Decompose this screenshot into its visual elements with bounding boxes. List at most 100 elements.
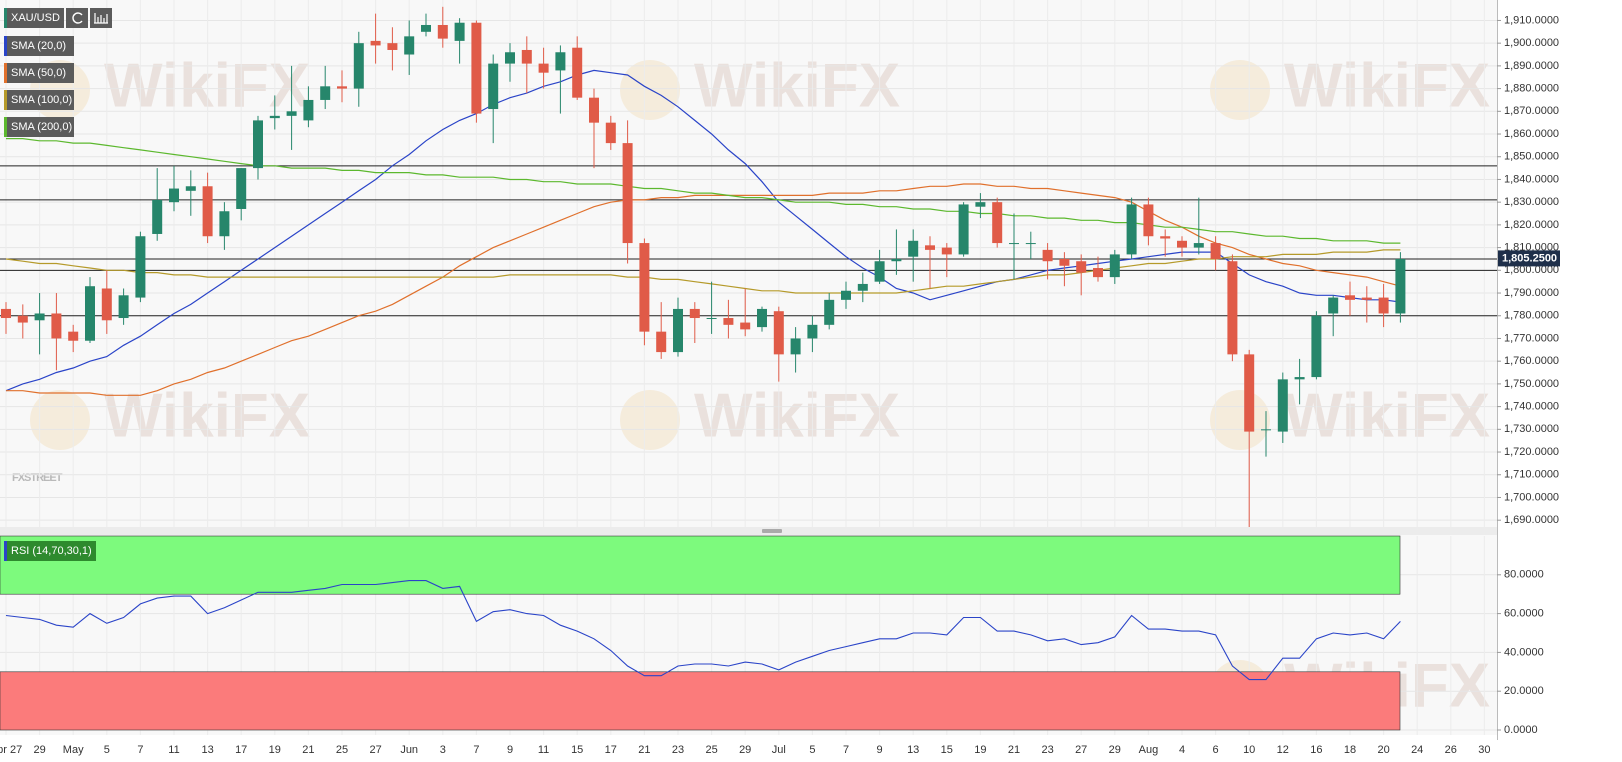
candle-body <box>320 86 331 100</box>
candle-body <box>303 99 314 121</box>
y-tick-label: 1,850.0000 <box>1504 151 1559 163</box>
watermark: WikiFX <box>1284 381 1490 450</box>
x-tick-label: 25 <box>336 744 348 756</box>
watermark: WikiFX <box>694 51 900 120</box>
candle-body <box>992 202 1003 244</box>
x-tick-label: 24 <box>1411 744 1423 756</box>
candle-body <box>1076 261 1087 273</box>
candle-body <box>1328 297 1339 314</box>
candle-body <box>958 204 969 255</box>
rsi-overbought-zone <box>0 535 1401 595</box>
candle-body <box>51 313 62 339</box>
legend-label: SMA (50,0) <box>11 67 66 79</box>
y-tick-label: 1,800.0000 <box>1504 264 1559 276</box>
y-tick-label: 1,780.0000 <box>1504 310 1559 322</box>
watermark: WikiFX <box>694 381 900 450</box>
ui: XAU/USD SMA (20,0) SMA (50,0) SMA (100,0) S… <box>4 8 112 561</box>
rsi-y-tick-label: 40.0000 <box>1504 646 1544 658</box>
last-price-tag <box>1498 250 1560 267</box>
candle-body <box>101 288 112 321</box>
rsi-y-tick-label: 0.0000 <box>1504 724 1538 736</box>
x-tick-label: 27 <box>369 744 381 756</box>
candle-body <box>841 290 851 300</box>
sma-line <box>5 249 1401 294</box>
x-tick-label: Jul <box>772 744 786 756</box>
x-tick-label: 9 <box>877 744 883 756</box>
watermark-logo <box>1210 390 1270 450</box>
candle-body <box>589 97 599 123</box>
y-tick-label: 1,870.0000 <box>1504 105 1559 117</box>
x-tick-label: 29 <box>739 744 751 756</box>
candle-body <box>286 111 297 116</box>
y-tick-label: 1,830.0000 <box>1504 196 1559 208</box>
candle-body <box>1193 243 1204 248</box>
x-tick-label: 16 <box>1310 744 1322 756</box>
candle-body <box>572 47 583 98</box>
x-tick-label: 11 <box>168 744 179 756</box>
candle-body <box>1 308 11 319</box>
y-tick-label: 1,770.0000 <box>1504 332 1559 344</box>
candle-body <box>1093 268 1103 278</box>
rsi-legend-swatch <box>4 541 7 561</box>
candle-body <box>673 308 683 353</box>
candle-body <box>118 295 129 319</box>
candle-body <box>555 52 566 71</box>
axis-border <box>1497 0 1498 740</box>
x-tick-label: 11 <box>538 744 549 756</box>
candle-body <box>454 22 465 41</box>
symbol-box[interactable] <box>4 8 64 28</box>
candle-body <box>773 311 784 355</box>
x-tick-label: 25 <box>705 744 717 756</box>
candle-body <box>639 243 650 332</box>
candle-body <box>68 331 79 341</box>
price-panel <box>0 0 1497 527</box>
refresh-button[interactable] <box>66 8 88 28</box>
candle-body <box>353 43 364 89</box>
watermark-logo <box>1210 60 1270 120</box>
candle-body <box>185 186 196 191</box>
candle-body <box>34 313 45 321</box>
x-tick-label: 26 <box>1445 744 1457 756</box>
candle-body <box>790 338 801 355</box>
candle-body <box>1109 254 1120 278</box>
rsi-y-tick-label: 20.0000 <box>1504 685 1544 697</box>
x-tick-label: 19 <box>974 744 986 756</box>
legend-box <box>4 117 74 137</box>
legend-swatch <box>4 90 7 110</box>
x-tick-label: 21 <box>1008 744 1020 756</box>
candle-body <box>17 315 28 323</box>
indicator-icon <box>94 13 108 24</box>
candle-body <box>488 63 499 110</box>
candle-body <box>975 202 986 207</box>
candle-body <box>941 247 952 255</box>
candle-body <box>723 318 734 325</box>
rsi-legend-label: RSI (14,70,30,1) <box>11 545 92 557</box>
candle-body <box>370 40 381 46</box>
legend-box <box>4 90 74 110</box>
x-tick-label: 5 <box>809 744 815 756</box>
candle-body <box>891 258 902 262</box>
candle-body <box>521 49 532 64</box>
legend-swatch <box>4 117 7 137</box>
candle-body <box>1277 379 1288 432</box>
candle-body <box>874 261 885 282</box>
candle-body <box>387 43 398 50</box>
legend-swatch <box>4 36 7 56</box>
candle-body <box>437 24 448 39</box>
x-tick-label: 3 <box>440 744 446 756</box>
legend-label: SMA (20,0) <box>11 40 66 52</box>
divider-handle[interactable] <box>762 529 782 533</box>
candle-body <box>1126 204 1137 255</box>
x-tick-label: 21 <box>638 744 650 756</box>
marks: 1,805.2500 <box>0 6 1560 731</box>
candle-body <box>219 211 230 237</box>
candle-body <box>857 283 868 291</box>
candle-body <box>1160 236 1171 239</box>
symbol-label: XAU/USD <box>11 12 60 24</box>
candle-body <box>152 199 163 234</box>
candle-body <box>1244 354 1255 432</box>
x-tick-label: 5 <box>104 744 110 756</box>
refresh-icon <box>72 12 83 24</box>
x-tick-label: 20 <box>1377 744 1389 756</box>
legend-box <box>4 36 74 56</box>
